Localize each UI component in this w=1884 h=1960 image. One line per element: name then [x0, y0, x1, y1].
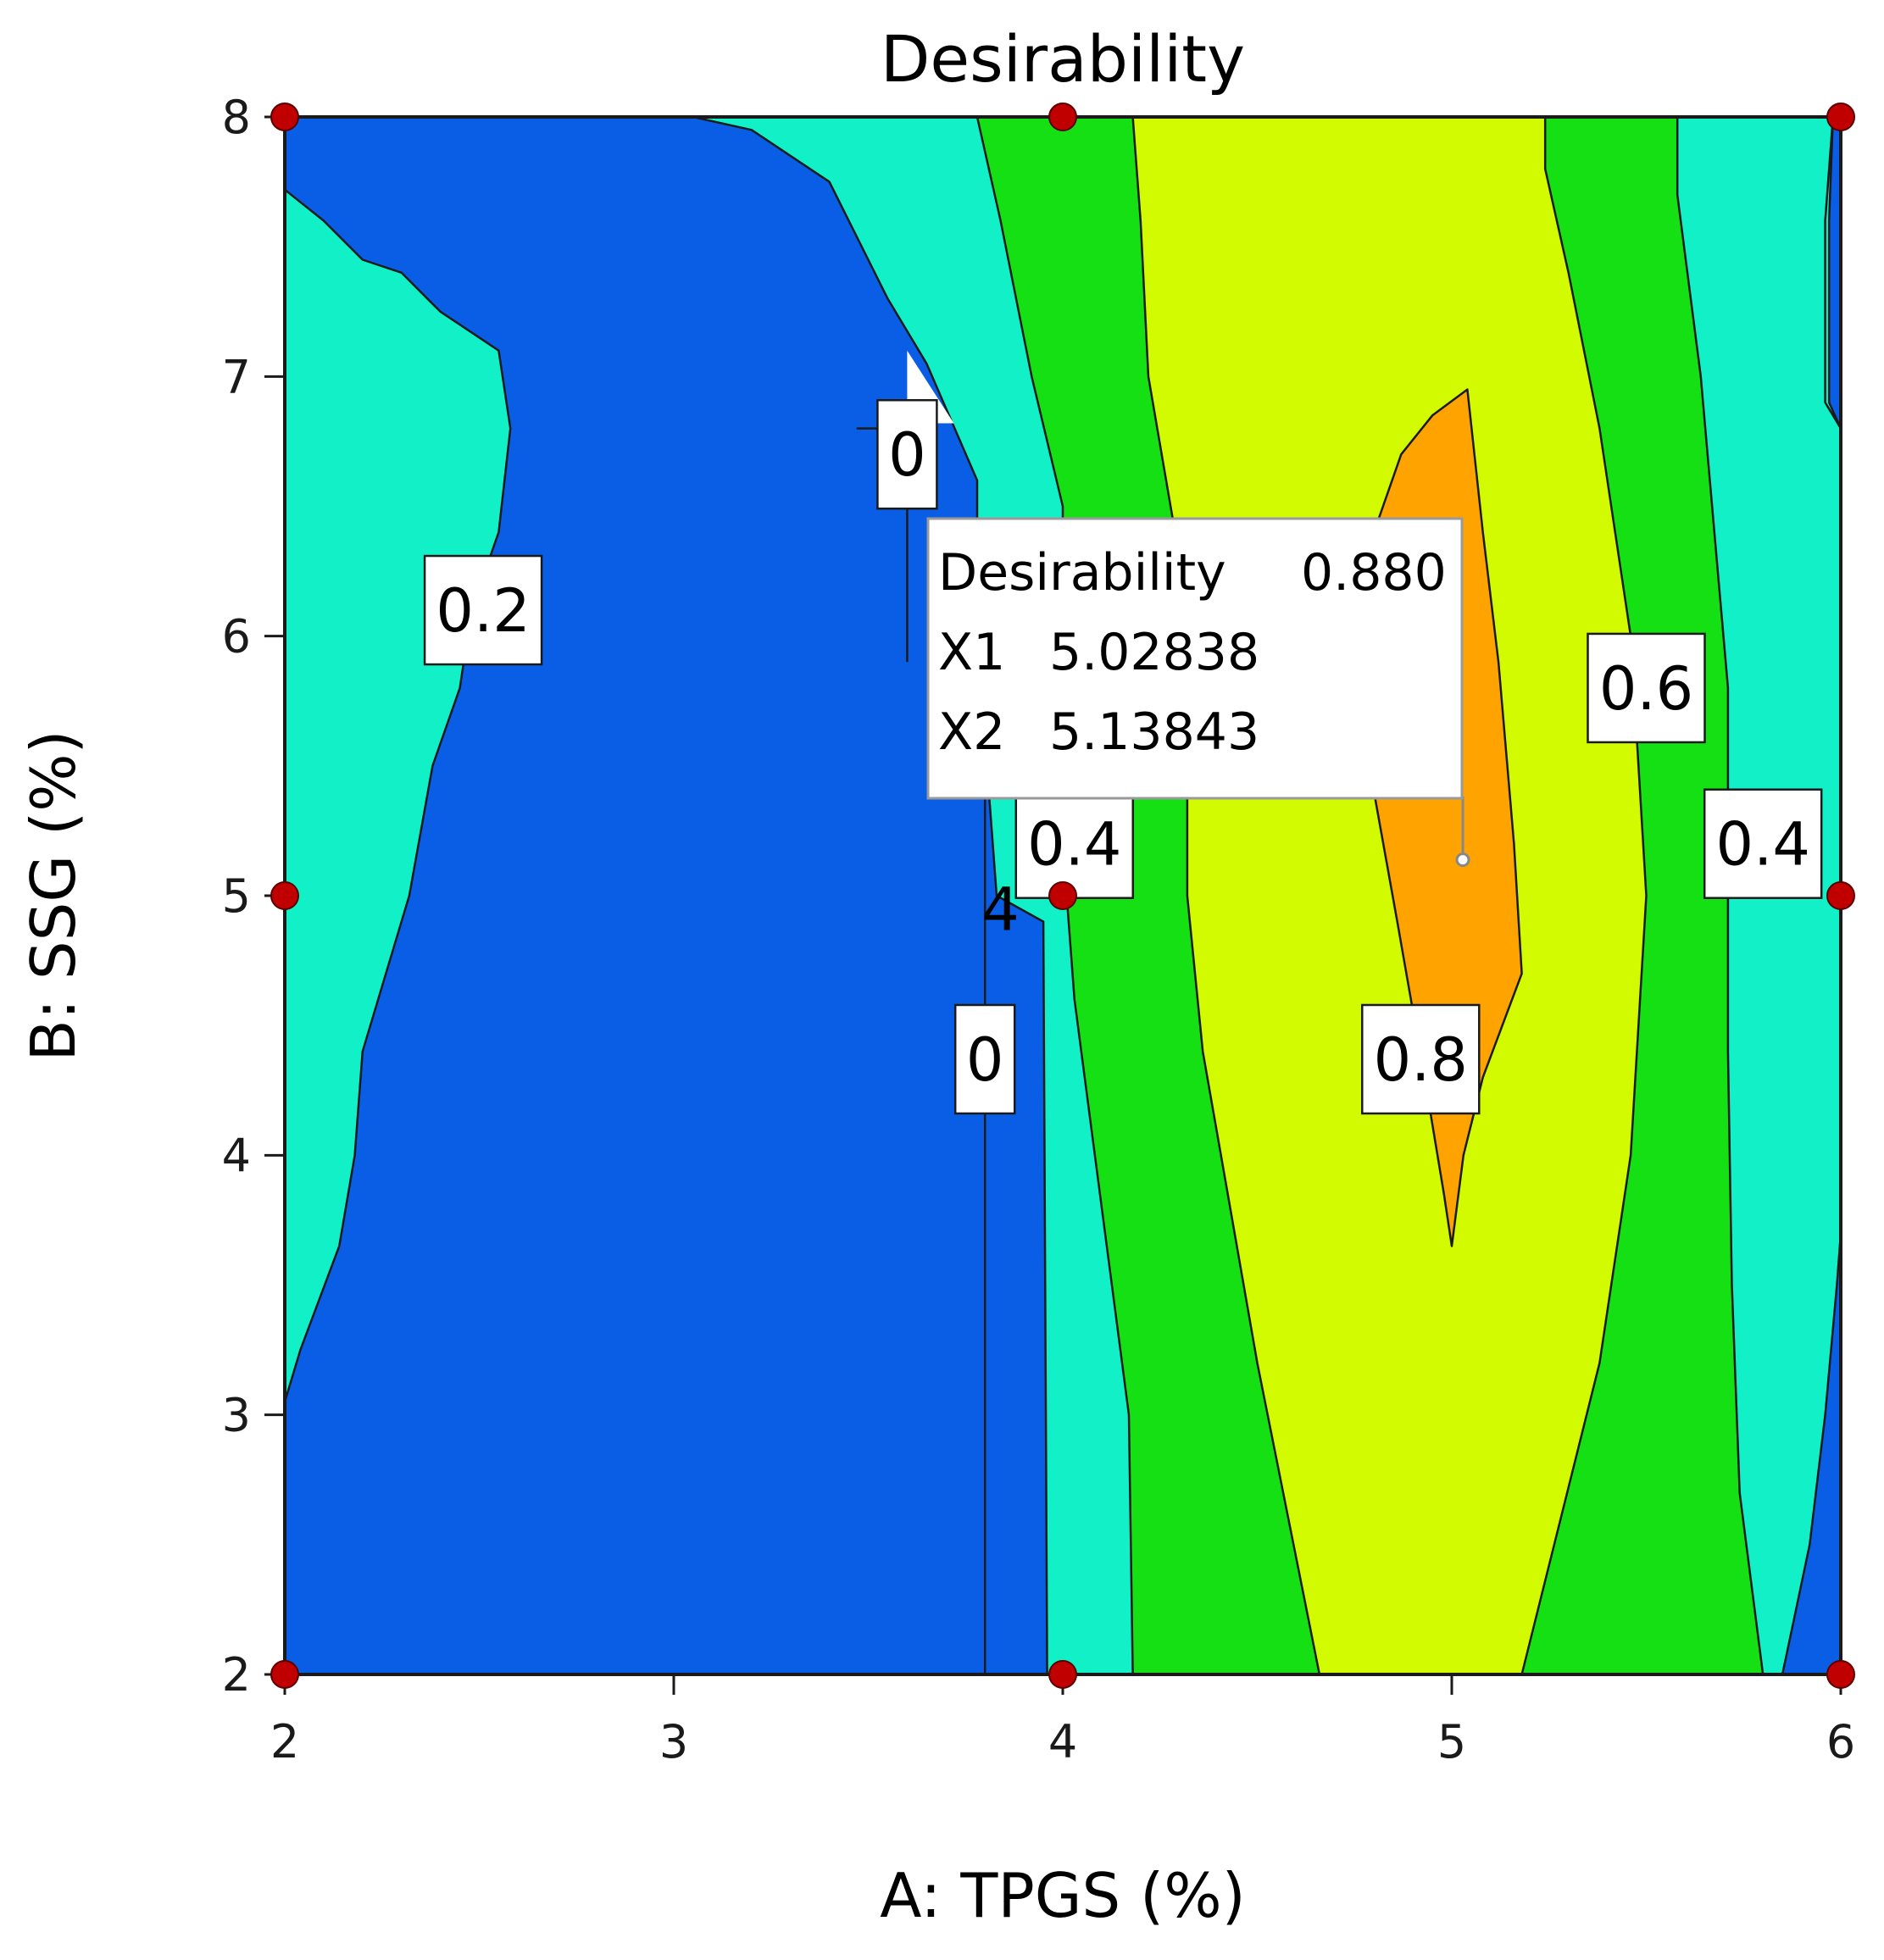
- x-tick-label: 6: [1826, 1715, 1855, 1768]
- y-tick-label: 7: [222, 350, 251, 403]
- design-point: [270, 103, 299, 131]
- contour-label-box: [1703, 788, 1823, 899]
- contour-label-box: [1587, 632, 1706, 744]
- contour-label: 0.4: [1014, 788, 1135, 899]
- contour-label-value: 0: [966, 1025, 1004, 1095]
- contour-label: 0.4: [1703, 788, 1823, 899]
- x-tick-label: 2: [270, 1715, 299, 1768]
- tooltip-row-name: X2: [938, 702, 1005, 762]
- x-tick-label: 4: [1048, 1715, 1077, 1768]
- contour-label-box: [1014, 788, 1135, 899]
- y-tick-label: 8: [222, 91, 251, 144]
- contour-label-value: 0.2: [436, 576, 530, 646]
- contour-label-value: 0.8: [1374, 1025, 1468, 1095]
- contour-label: 0.8: [1361, 1003, 1481, 1115]
- design-point: [270, 1660, 299, 1689]
- contour-region-level_02: [285, 188, 512, 1403]
- tooltip-row-value: 0.880: [1301, 543, 1447, 602]
- contour-region-level_0: [1781, 1231, 1841, 1674]
- tooltip-box: [926, 517, 1464, 800]
- flag-marker[interactable]: [1455, 797, 1470, 868]
- contour-label-value: 0.4: [1716, 810, 1810, 880]
- design-point: [1048, 881, 1077, 910]
- x-tick-label: 5: [1437, 1715, 1466, 1768]
- y-tick-label: 4: [222, 1129, 251, 1182]
- y-axis-title: B: SSG (%): [18, 730, 89, 1061]
- contour-label-value: 0.4: [1027, 810, 1121, 880]
- design-point: [1048, 103, 1077, 131]
- flag-point: [1455, 852, 1470, 868]
- chart-title: Desirability: [881, 21, 1245, 97]
- contour-label: 0: [876, 398, 938, 510]
- contour-label-box: [876, 398, 938, 510]
- design-point: [1048, 1660, 1077, 1689]
- tooltip-row-value: 5.13843: [1049, 702, 1259, 762]
- design-point: [1826, 103, 1855, 131]
- y-tick-label: 2: [222, 1648, 251, 1702]
- x-axis: 2 3 4 5 6: [270, 1674, 1855, 1768]
- y-tick-label: 5: [222, 869, 251, 923]
- design-point: [1826, 881, 1855, 910]
- tooltip-row-name: X1: [938, 623, 1005, 682]
- y-axis: 2 3 4 5 6 7 8: [222, 91, 285, 1702]
- contour-label: 0.2: [423, 554, 543, 666]
- contour-label-box: [423, 554, 543, 666]
- stray-contour-label: 4: [981, 875, 1020, 944]
- contour-label-value: 0: [888, 420, 926, 490]
- contour-label-box: [953, 1003, 1016, 1115]
- contour-label: 0.6: [1587, 632, 1706, 744]
- tooltip-row-value: 5.02838: [1049, 623, 1259, 682]
- design-point: [1826, 1660, 1855, 1689]
- flag-tooltip: Desirability 0.880 X1 5.02838 X2 5.13843: [926, 517, 1464, 800]
- y-tick-label: 6: [222, 610, 251, 664]
- x-axis-title: A: TPGS (%): [880, 1860, 1246, 1931]
- contour-label: 0: [953, 1003, 1016, 1115]
- tooltip-row-name: Desirability: [938, 543, 1226, 602]
- contour-label-box: [1361, 1003, 1481, 1115]
- x-tick-label: 3: [659, 1715, 688, 1768]
- contour-region-level_0: [1827, 117, 1841, 430]
- y-tick-label: 3: [222, 1389, 251, 1442]
- design-point: [270, 881, 299, 910]
- design-points: [270, 103, 1855, 1689]
- contour-label-value: 0.6: [1599, 654, 1693, 724]
